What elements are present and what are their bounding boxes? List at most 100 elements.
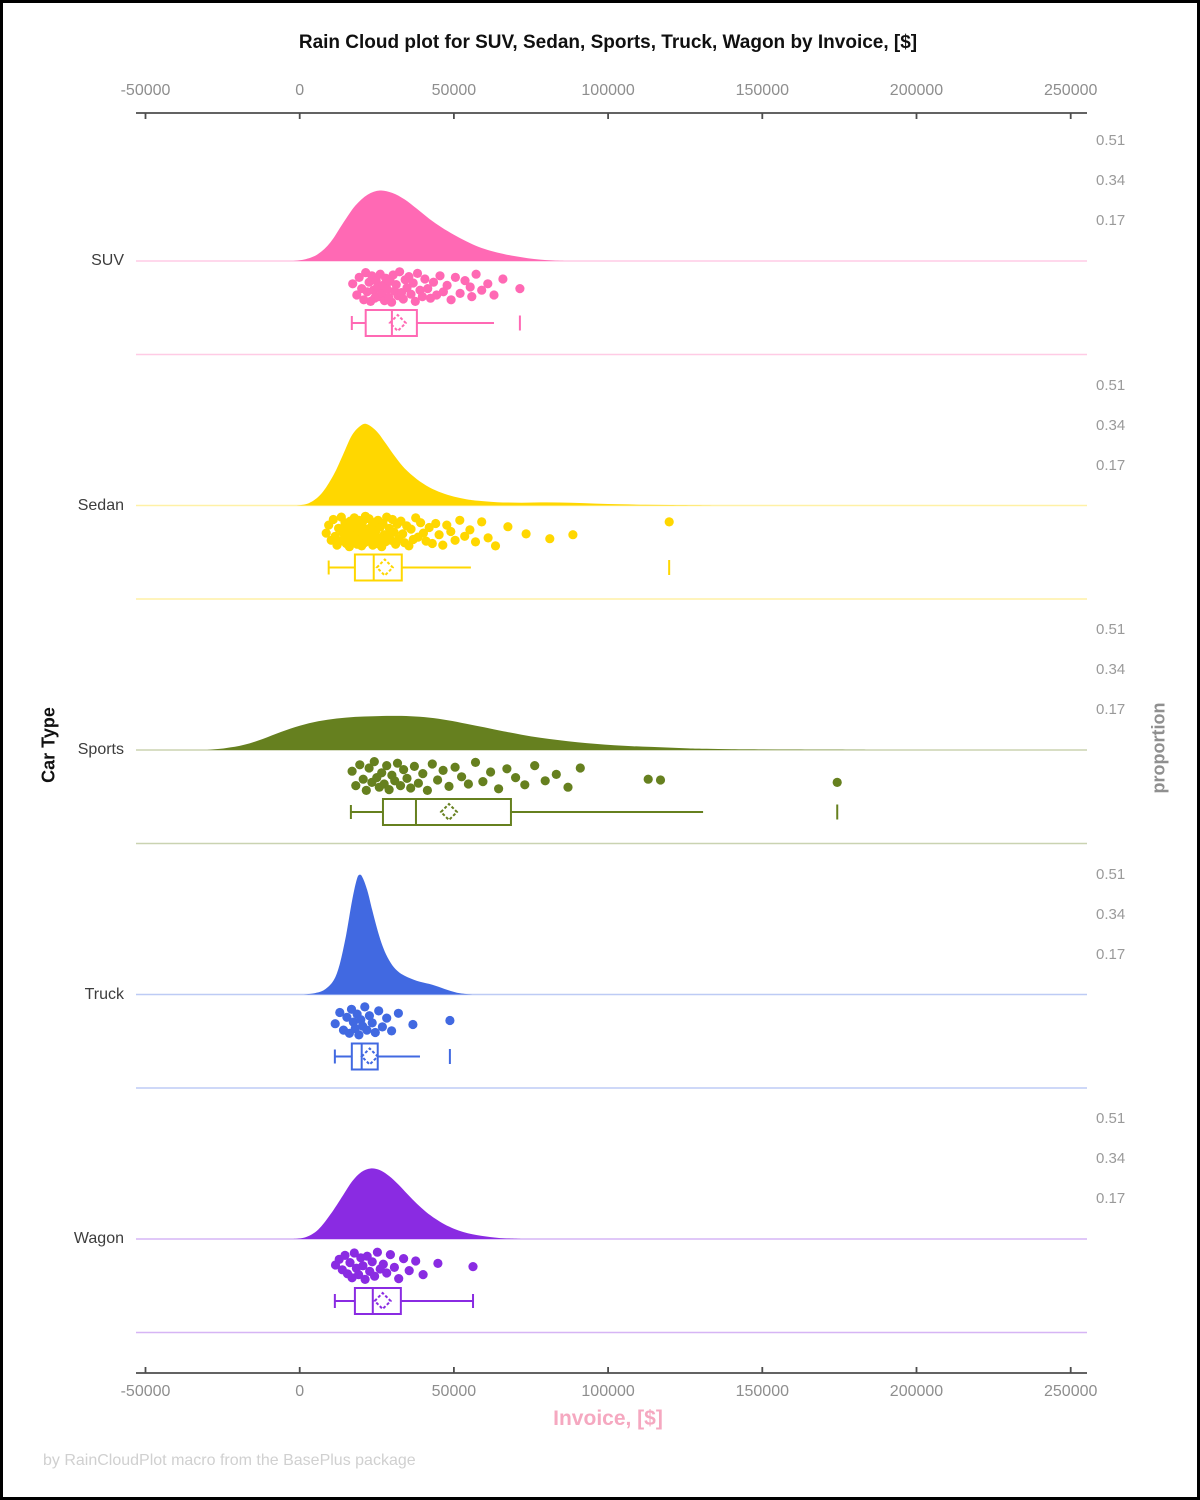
rain-point [370, 1271, 380, 1281]
density-cloud-sedan [296, 423, 713, 506]
rain-point [438, 765, 448, 776]
mean-diamond [373, 1291, 393, 1311]
rain-point [378, 1259, 388, 1269]
rain-point [510, 773, 521, 783]
rain-point [444, 781, 454, 792]
rain-point [395, 781, 406, 791]
mean-diamond [439, 802, 459, 822]
raincloud-plot-canvas [136, 112, 1087, 1374]
rain-point [354, 1030, 364, 1040]
density-cloud-sports [207, 715, 874, 750]
rain-point [428, 277, 439, 287]
rain-point [382, 761, 392, 771]
rain-point [563, 782, 573, 792]
rain-point [352, 290, 362, 300]
rain-point [832, 777, 842, 788]
rain-point [427, 538, 437, 549]
rain-point [385, 1250, 395, 1260]
rain-point [413, 778, 423, 788]
rain-point [463, 779, 473, 789]
rain-point [406, 289, 416, 299]
rain-point [330, 1019, 340, 1029]
rain-point [364, 1011, 374, 1021]
mean-diamond [388, 313, 408, 333]
rain-point [416, 518, 426, 528]
box-plot-suv [350, 309, 521, 337]
rain-points-wagon [330, 1247, 478, 1284]
rain-points-truck [330, 1002, 455, 1040]
rain-point [446, 295, 456, 305]
rain-point [389, 1262, 399, 1272]
rain-point [446, 526, 456, 537]
rain-point [372, 1247, 382, 1257]
rain-point [515, 284, 525, 294]
rain-point [395, 267, 405, 277]
rain-point [442, 280, 452, 290]
rain-point [460, 276, 470, 286]
rain-point [410, 296, 420, 306]
rain-point [367, 1257, 377, 1267]
rain-point [494, 784, 504, 794]
panel-suv [136, 190, 1087, 356]
rain-point [483, 533, 493, 543]
rain-point [471, 269, 481, 279]
rain-point [354, 1270, 364, 1280]
rain-point [431, 518, 441, 529]
rain-point [408, 1019, 418, 1030]
rain-point [321, 528, 331, 538]
rain-point [467, 292, 477, 302]
rain-point [335, 1007, 345, 1018]
rain-point [382, 1013, 392, 1023]
rain-point [418, 528, 428, 538]
rain-point [655, 775, 666, 785]
box-plot-wagon [333, 1287, 475, 1315]
rain-point [521, 529, 531, 539]
rain-point [394, 1274, 404, 1284]
rain-point [354, 272, 364, 282]
rain-point [434, 530, 444, 540]
rain-point [369, 757, 379, 767]
rain-point [393, 1008, 403, 1018]
rain-point [391, 280, 401, 290]
rain-point [478, 777, 488, 787]
rain-point [348, 279, 358, 289]
rain-point [384, 785, 394, 795]
rain-point [551, 769, 561, 780]
panel-wagon [136, 1168, 1087, 1334]
rain-points-sports [347, 757, 842, 796]
rain-point [438, 540, 448, 550]
rain-point [489, 290, 499, 300]
rain-point [422, 785, 432, 796]
iqr-box [350, 1042, 379, 1071]
box-plot-sedan [327, 553, 671, 582]
rain-point [399, 1254, 409, 1264]
rain-point [575, 763, 585, 773]
rain-point [406, 783, 416, 793]
rain-point [498, 274, 508, 284]
rain-point [328, 514, 338, 525]
rain-point [360, 1274, 370, 1284]
box-plot-sports [349, 798, 839, 826]
rain-point [450, 762, 460, 772]
rain-point [374, 1006, 384, 1016]
rain-point [477, 517, 487, 527]
rain-points-sedan [321, 511, 674, 552]
rain-point [364, 763, 374, 773]
rain-point [470, 537, 481, 547]
box-plot-truck [333, 1042, 451, 1071]
rain-point [406, 524, 416, 534]
rain-point [355, 760, 365, 770]
rain-point [417, 292, 427, 302]
rain-points-suv [348, 267, 525, 307]
rain-point [411, 1256, 421, 1266]
rain-point [342, 1012, 352, 1022]
rain-point [643, 774, 653, 784]
rain-point [445, 1015, 455, 1026]
rain-point [450, 535, 460, 545]
iqr-box [353, 553, 403, 582]
rain-point [468, 1262, 478, 1272]
panel-sports [136, 715, 1087, 845]
rain-point [664, 517, 674, 527]
rain-point [351, 781, 361, 791]
